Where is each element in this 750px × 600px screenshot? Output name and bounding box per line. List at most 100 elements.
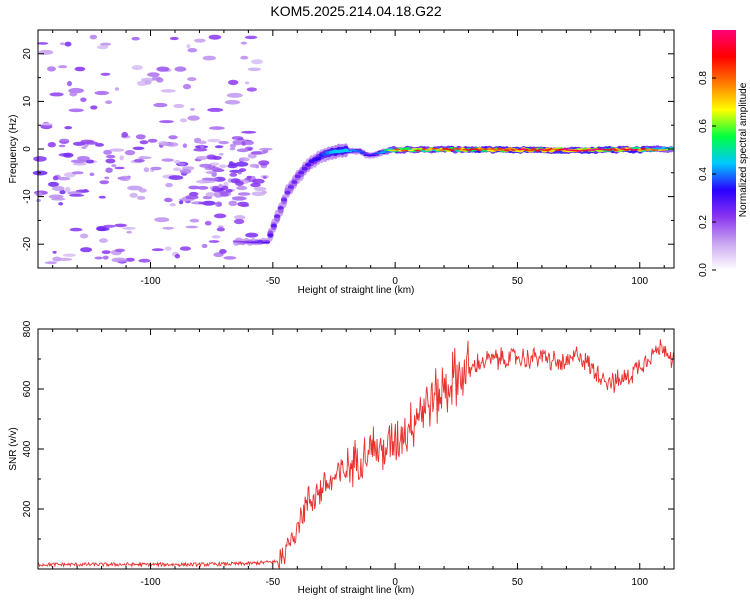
spectrogram-noise-cell (179, 118, 188, 123)
ridge-core-segment (380, 151, 387, 153)
spectrogram-noise-cell (64, 126, 73, 130)
spectrogram-noise-cell (67, 80, 72, 87)
spectrogram-noise-cell (81, 146, 87, 149)
spectrogram-noise-cell (249, 163, 260, 168)
spectrogram-noise-cell (114, 87, 119, 91)
spectrogram-x-tick-label: 100 (631, 276, 648, 287)
spectrogram-noise-cell (193, 147, 208, 152)
spectrogram-noise-cell (44, 261, 58, 265)
spectrogram-noise-cell (236, 148, 250, 153)
spectrogram-noise-cell (118, 175, 131, 182)
spectrogram-noise-cell (229, 161, 234, 165)
spectrogram-noise-cell (213, 213, 227, 219)
ridge-core-segment (263, 241, 271, 244)
spectrogram-noise-cell (100, 72, 111, 76)
spectrogram-noise-cell (160, 89, 176, 93)
ridge-core-segment (298, 170, 305, 175)
spectrogram-noise-cell (41, 122, 54, 126)
spectrogram-noise-cell (64, 41, 72, 47)
spectrogram-noise-cell (219, 249, 227, 254)
spectrogram-noise-cell (223, 256, 237, 260)
ridge-core-segment (370, 154, 377, 157)
spectrogram-noise-cell (258, 160, 270, 166)
spectrogram-noise-cell (159, 120, 174, 124)
spectrogram-noise-cell (59, 189, 66, 195)
snr-x-tick-label: 0 (392, 577, 398, 588)
ridge-core-segment (527, 149, 534, 152)
spectrogram-noise-cell (151, 248, 164, 252)
spectrogram-noise-cell (162, 226, 175, 230)
spectrogram-noise-cell (250, 182, 261, 188)
spectrogram-noise-cell (217, 225, 224, 229)
spectrogram-noise-cell (52, 250, 57, 254)
spectrogram-noise-cell (208, 34, 222, 40)
spectrogram-noise-cell (169, 36, 179, 41)
spectrogram-noise-cell (182, 143, 188, 148)
spectrogram-noise-cell (168, 175, 184, 181)
ridge-core-segment (606, 149, 613, 151)
snr-line (37, 339, 674, 570)
spectrogram-noise-cell (236, 185, 248, 191)
ridge-core-segment (534, 149, 541, 152)
spectrogram-noise-cell (246, 175, 252, 179)
spectrogram-noise-cell (35, 192, 43, 197)
spectrogram-noise-cell (229, 147, 236, 151)
spectrogram-noise-cell (138, 188, 147, 193)
spectrogram-noise-cell (174, 253, 180, 259)
spectrogram-noise-cell (245, 232, 259, 238)
spectrogram-noise-cell (207, 107, 224, 112)
colorbar: 0.0 0.2 0.4 0.6 0.8 Normalized spectral ampl… (698, 30, 749, 277)
spectrogram-y-axis-title: Frequency (Hz) (8, 115, 19, 184)
spectrogram-noise-cell (150, 166, 162, 171)
spectrogram-noise-cell (77, 156, 90, 161)
snr-y-tick-label: 200 (22, 500, 33, 517)
ridge-core-segment (270, 223, 277, 228)
spectrogram-noise-cell (218, 140, 229, 145)
spectrogram-noise-cell (114, 248, 126, 253)
spectrogram-noise-cell (237, 171, 242, 175)
spectrogram-noise-cell (90, 105, 98, 110)
spectrogram-noise-cell (71, 171, 84, 175)
spectrogram-noise-cell (58, 65, 68, 69)
spectrogram-noise-cell (131, 65, 143, 71)
ridge-core-segment (489, 148, 497, 150)
spectrogram-noise-cell (143, 167, 150, 173)
ridge-core-segment (315, 156, 322, 161)
spectrogram-noise-cell (119, 155, 124, 161)
spectrogram-noise-cell (144, 80, 152, 85)
spectrogram-noise-cell (133, 158, 145, 163)
spectrogram-noise-cell (238, 157, 250, 162)
spectrogram-noise-cell (136, 195, 146, 200)
ridge-core-segment (438, 149, 445, 151)
ridge-core-segment (284, 190, 291, 195)
ridge-core-segment (253, 241, 260, 244)
ridge-core-segment (346, 150, 353, 153)
spectrogram-noise-cell (247, 67, 262, 72)
spectrogram-noise-cell (207, 177, 219, 181)
spectrogram-noise-cell (169, 203, 176, 207)
spectrogram-noise-cell (251, 178, 265, 184)
spectrogram-noise-cell (36, 42, 49, 45)
spectrogram-noise-cell (179, 246, 191, 251)
snr-x-tick-label: 50 (512, 577, 524, 588)
spectrogram-noise-cell (132, 146, 145, 150)
spectrogram-noise-cell (232, 140, 243, 146)
spectrogram-noise-cell (231, 196, 247, 201)
ridge-core-segment (394, 148, 401, 151)
ridge-core-segment (274, 214, 281, 218)
spectrogram-noise-cell (36, 199, 41, 202)
ridge-core-segment (305, 163, 312, 167)
spectrogram-noise-cell (228, 79, 239, 86)
spectrogram-noise-cell (216, 227, 225, 232)
spectrogram-noise-cell (72, 162, 87, 166)
spectrogram-noise-cell (225, 189, 233, 193)
spectrogram-noise-cell (214, 145, 224, 149)
spectrogram-noise-cell (85, 159, 95, 164)
spectrogram-noise-cell (83, 189, 88, 193)
spectrogram-y-tick-label: 20 (22, 48, 33, 60)
spectrogram-y-tick-label: -10 (22, 189, 33, 204)
spectrogram-noise-cell (208, 240, 220, 243)
spectrogram-noise-cell (105, 167, 113, 173)
spectrogram-noise-cell (135, 134, 146, 140)
